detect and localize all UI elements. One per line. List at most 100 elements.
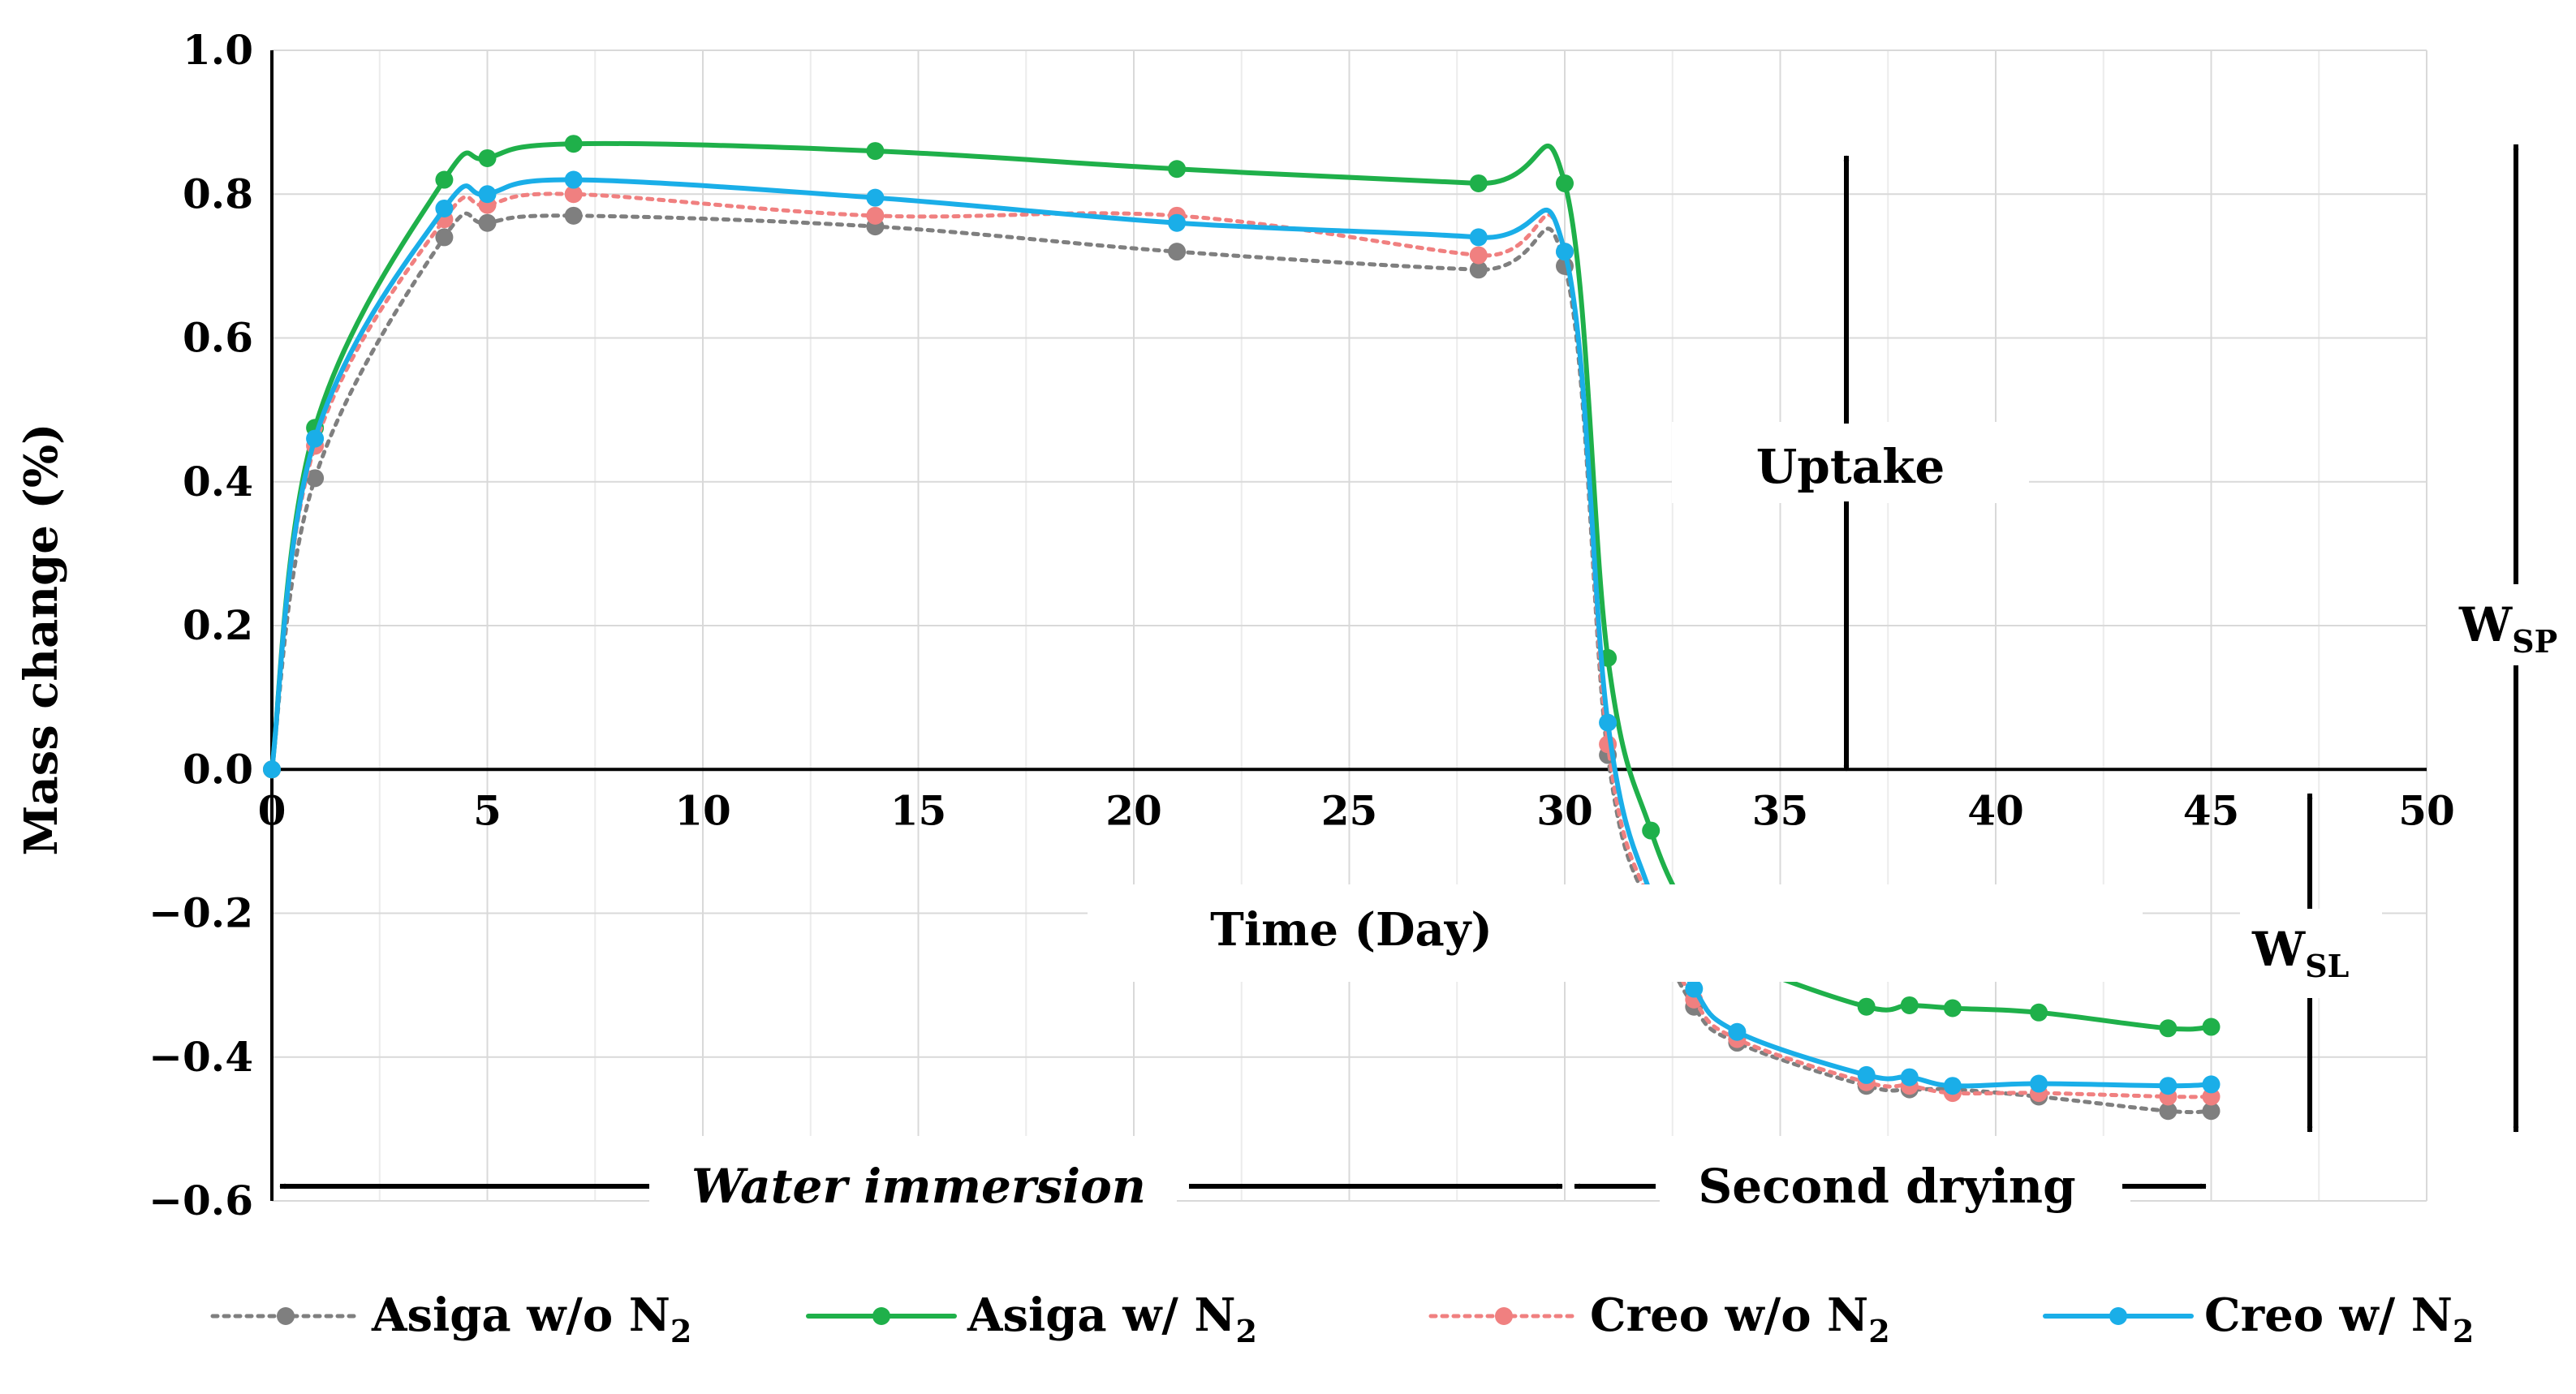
legend-label-name: Creo w/o N: [1590, 1289, 1868, 1342]
series-point-3: [866, 188, 885, 207]
y-axis-title: Mass change (%): [15, 423, 68, 855]
wsp-label-backdrop: [2459, 584, 2576, 665]
legend-label-sub: 2: [1868, 1313, 1889, 1349]
series-point-2: [564, 185, 583, 204]
second-drying-backdrop: [1660, 1136, 2130, 1225]
y-tick-label: 0.2: [183, 601, 253, 649]
series-point-1: [1943, 999, 1962, 1018]
series-point-3: [1900, 1068, 1919, 1086]
series-line-2: [269, 191, 2213, 1099]
legend: Asiga w/o N2 Asiga w/ N2 Creo w/o N2 Creo w…: [210, 1289, 2474, 1349]
series-point-0: [478, 213, 497, 232]
data-series: [263, 135, 2221, 1121]
series-point-0: [435, 228, 454, 247]
legend-label-sub: 2: [1236, 1313, 1257, 1349]
series-point-3: [2159, 1077, 2178, 1095]
series-point-1: [478, 148, 497, 167]
series-point-1: [866, 142, 885, 161]
x-tick-label: 40: [1967, 786, 2024, 834]
wsl-label-sub: SL: [2305, 948, 2349, 984]
series-point-3: [1556, 243, 1574, 261]
legend-label-0: Asiga w/o N2: [371, 1289, 691, 1349]
y-tick-label: −0.6: [149, 1177, 253, 1224]
x-tick-label: 10: [674, 786, 731, 834]
series-point-1: [1556, 174, 1574, 192]
series-point-1: [2159, 1019, 2178, 1038]
series-point-1: [2202, 1018, 2221, 1036]
water-immersion-label: Water immersion: [691, 1159, 1146, 1214]
series-point-3: [2202, 1075, 2221, 1094]
x-tick-label: 30: [1536, 786, 1593, 834]
series-point-2: [866, 206, 885, 225]
uptake-label: Uptake: [1756, 439, 1945, 494]
x-tick-label: 0: [258, 786, 286, 834]
series-point-1: [564, 135, 583, 153]
series-point-3: [2030, 1074, 2048, 1093]
series-point-3: [263, 760, 281, 779]
y-tick-label: 0.8: [183, 170, 253, 217]
phase-annotations: Water immersion Second drying: [279, 1136, 2207, 1225]
series-point-0: [1168, 243, 1187, 261]
x-tick-label: 35: [1752, 786, 1809, 834]
series-point-1: [1469, 174, 1488, 192]
wsp-label-sub: SP: [2512, 623, 2557, 660]
grid-lines: [272, 49, 2427, 1202]
water-immersion-backdrop: [649, 1136, 1177, 1225]
wsl-label-backdrop: [2240, 909, 2382, 998]
x-axis-title-backdrop: [1088, 884, 2143, 982]
legend-label-1: Asiga w/ N2: [967, 1289, 1257, 1349]
tick-labels: 1.0 0.8 0.6 0.4 0.2 0.0 −0.2 −0.4 −0.6 0 5 10 15 20 25…: [149, 26, 2455, 1224]
series-point-3: [1599, 713, 1618, 732]
legend-swatch-marker-3: [2109, 1307, 2127, 1325]
series-point-1: [1857, 997, 1876, 1016]
series-point-3: [1685, 979, 1704, 998]
wsp-label: WSP: [2458, 597, 2557, 660]
x-tick-label: 45: [2183, 786, 2240, 834]
series-point-3: [1728, 1022, 1747, 1041]
series-point-0: [2159, 1102, 2178, 1121]
x-tick-label: 25: [1321, 786, 1378, 834]
y-tick-label: 0.6: [183, 314, 253, 362]
series-point-0: [564, 206, 583, 225]
y-tick-label: 0.0: [183, 745, 253, 793]
series-point-1: [1900, 996, 1919, 1014]
series-point-3: [1168, 213, 1187, 232]
series-point-0: [2202, 1102, 2221, 1121]
series-point-1: [435, 170, 454, 189]
series-point-3: [435, 199, 454, 217]
series-point-2: [1469, 246, 1488, 265]
wsl-label-main: W: [2251, 922, 2306, 977]
x-tick-label: 50: [2398, 786, 2455, 834]
series-point-1: [2030, 1003, 2048, 1022]
series-point-0: [306, 469, 325, 488]
series-point-0: [1469, 260, 1488, 279]
series-3: [263, 170, 2221, 1095]
legend-label-3: Creo w/ N2: [2204, 1289, 2474, 1349]
legend-label-name: Asiga w/o N: [371, 1289, 670, 1342]
y-tick-label: −0.4: [149, 1033, 253, 1081]
wsp-annotation: WSP: [2458, 144, 2576, 1133]
legend-label-name: Asiga w/ N: [967, 1289, 1236, 1342]
axes: [270, 50, 2427, 1201]
series-point-2: [2202, 1087, 2221, 1106]
wsp-label-main: W: [2458, 597, 2513, 652]
wsl-annotation: WSL: [2240, 793, 2382, 1133]
x-tick-label: 5: [473, 786, 502, 834]
series-point-1: [1642, 821, 1661, 840]
uptake-annotation: Uptake: [1672, 155, 2029, 772]
series-point-3: [1857, 1065, 1876, 1084]
legend-label-sub: 2: [2453, 1313, 2474, 1349]
series-point-3: [564, 170, 583, 189]
series-point-3: [478, 185, 497, 204]
legend-label-2: Creo w/o N2: [1590, 1289, 1890, 1349]
x-axis-title: Time (Day): [1210, 903, 1493, 957]
legend-swatch-marker-1: [872, 1307, 890, 1325]
series-point-3: [1943, 1077, 1962, 1095]
uptake-label-gap: [1822, 424, 1871, 501]
wsl-label: WSL: [2251, 922, 2349, 984]
series-point-3: [306, 429, 325, 448]
legend-label-name: Creo w/ N: [2204, 1289, 2453, 1342]
series-point-3: [1469, 228, 1488, 247]
legend-swatch-marker-0: [277, 1307, 295, 1325]
